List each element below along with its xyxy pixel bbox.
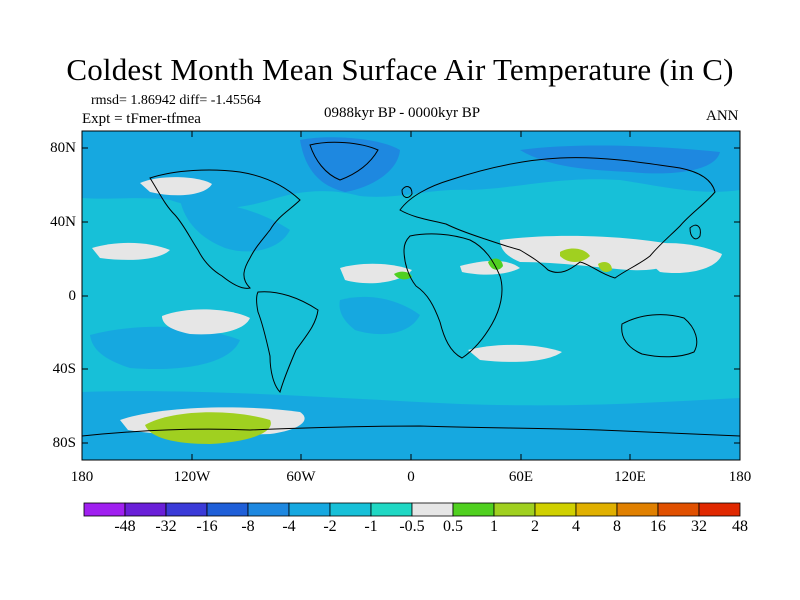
colorbar-label: 0.5 (443, 518, 463, 535)
colorbar-label: -0.5 (399, 518, 425, 535)
region-neutral-east-pacific (162, 309, 250, 335)
coastline-japan (689, 224, 701, 240)
coastline-south-america (256, 291, 319, 393)
colorbar-label: 16 (650, 518, 666, 535)
lat-label-40s: 40S (52, 361, 76, 377)
colorbar-swatch (616, 502, 659, 517)
lat-label-80s: 80S (52, 435, 76, 451)
lon-label-180-east: 180 (728, 469, 752, 485)
region-warm-indochina (598, 262, 612, 272)
colorbar-label: -32 (155, 518, 177, 535)
lon-label-120e: 120E (614, 469, 646, 485)
colorbar-swatch (575, 502, 618, 517)
colorbar-label: 4 (572, 518, 580, 535)
experiment-label: Expt = tFmer-tfmea (82, 111, 201, 127)
colorbar-swatch (329, 502, 372, 517)
colorbar-label: -8 (241, 518, 255, 535)
lat-label-40n: 40N (50, 214, 76, 230)
region-cool-north-america (180, 200, 290, 252)
colorbar-swatch (493, 502, 536, 517)
statistics-text: rmsd= 1.86942 diff= -1.45564 (91, 93, 261, 108)
colorbar-label: 48 (732, 518, 748, 535)
region-warm-antarctica (145, 412, 271, 444)
coastline-africa (403, 233, 503, 359)
region-neutral-sahara (460, 260, 520, 275)
lat-label-0: 0 (68, 288, 77, 304)
region-neutral-west-africa (340, 263, 412, 284)
colorbar-label: 2 (531, 518, 539, 535)
season-label: ANN (706, 108, 739, 124)
colorbar (83, 502, 741, 517)
axis-ticks (82, 131, 740, 460)
colorbar-swatch (452, 502, 495, 517)
coastline-british-isles (401, 186, 413, 198)
colorbar-label: -1 (364, 518, 378, 535)
colorbar-swatch (206, 502, 249, 517)
region-neutral-north-pacific (92, 242, 170, 260)
region-neutral-south-atlantic (468, 344, 562, 362)
colorbar-swatch (370, 502, 413, 517)
temperature-field (82, 131, 740, 460)
colorbar-swatch (165, 502, 208, 517)
colorbar-swatch (411, 502, 454, 517)
region-warm-arabia (488, 258, 503, 270)
colorbar-swatch (657, 502, 700, 517)
lon-label-60e: 60E (508, 469, 534, 485)
colorbar-swatch (534, 502, 577, 517)
coastline-eurasia (399, 157, 716, 279)
lat-label-80n: 80N (50, 140, 76, 156)
colorbar-label: 8 (613, 518, 621, 535)
lon-label-180-west: 180 (70, 469, 94, 485)
region-warm-sahel (394, 271, 412, 280)
region-cool-south-pacific (90, 326, 240, 370)
coastlines (82, 141, 740, 437)
colorbar-swatch (124, 502, 167, 517)
region-neutral-east-asia (640, 243, 722, 274)
coastline-australia (621, 314, 698, 358)
colorbar-label: -16 (196, 518, 218, 535)
lon-label-0: 0 (407, 469, 415, 485)
lon-label-120w: 120W (173, 469, 211, 485)
region-warm-tibet (560, 248, 590, 262)
colorbar-swatch (247, 502, 290, 517)
colorbar-label: -2 (323, 518, 337, 535)
colorbar-swatch (698, 502, 741, 517)
colorbar-label: 32 (691, 518, 707, 535)
colorbar-label: 1 (490, 518, 498, 535)
period-label: 0988kyr BP - 0000kyr BP (324, 105, 481, 121)
region-cold-greenland (300, 137, 400, 192)
coastline-antarctica (82, 425, 740, 437)
lon-label-60w: 60W (286, 469, 316, 485)
colorbar-swatch (288, 502, 331, 517)
figure-title: Coldest Month Mean Surface Air Temperatu… (66, 52, 734, 87)
colorbar-label: -48 (114, 518, 136, 535)
coastline-north-america (149, 169, 301, 289)
colorbar-label: -4 (282, 518, 296, 535)
colorbar-swatch (83, 502, 126, 517)
coastline-greenland (309, 141, 379, 181)
region-cool-south-atlantic (339, 296, 420, 335)
